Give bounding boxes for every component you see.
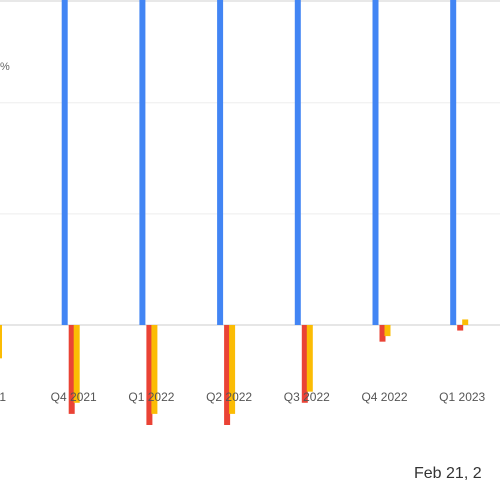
bar-series-3: [462, 319, 469, 325]
top-divider: [0, 0, 500, 2]
bar-series-1: [61, 0, 68, 325]
bar-series-2: [379, 325, 386, 342]
bar-series-2: [68, 325, 75, 414]
bar-series-3: [0, 325, 2, 359]
bar-series-1: [294, 0, 301, 325]
bar-series-1: [217, 0, 224, 325]
x-tick-label: Q4 2021: [51, 390, 97, 404]
bar-series-2: [457, 325, 464, 331]
x-tick-label: Q3 2022: [284, 390, 330, 404]
unit-label: %: [0, 61, 10, 73]
bar-series-3: [229, 325, 236, 414]
bar-series-1: [139, 0, 146, 325]
x-tick-label: Q4 2022: [361, 390, 407, 404]
bar-series-2: [146, 325, 153, 425]
bar-series-3: [306, 325, 313, 392]
bar-series-1: [372, 0, 379, 325]
bar-series-1: [450, 0, 457, 325]
bar-series-3: [151, 325, 158, 414]
bar-series-3: [73, 325, 80, 403]
x-tick-label: Q1 2023: [439, 390, 485, 404]
x-tick-label: Q2 2022: [206, 390, 252, 404]
bar-series-2: [224, 325, 231, 425]
bar-series-2: [301, 325, 308, 403]
bar-series-3: [384, 325, 391, 337]
x-tick-label: 021: [0, 390, 6, 404]
date-label: Feb 21, 2: [414, 465, 482, 482]
x-tick-label: Q1 2022: [128, 390, 174, 404]
